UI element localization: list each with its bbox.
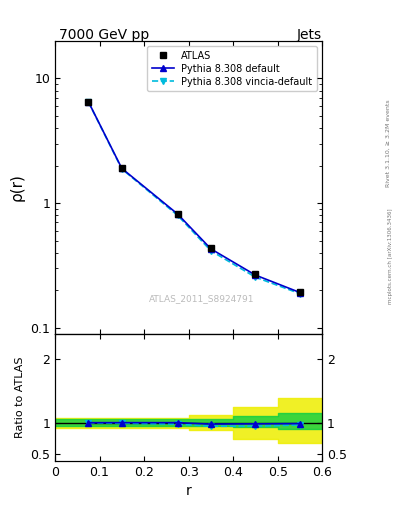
Text: Rivet 3.1.10, ≥ 3.2M events: Rivet 3.1.10, ≥ 3.2M events xyxy=(386,99,391,187)
Text: 7000 GeV pp: 7000 GeV pp xyxy=(59,28,149,42)
Y-axis label: ρ(r): ρ(r) xyxy=(10,174,25,201)
Legend: ATLAS, Pythia 8.308 default, Pythia 8.308 vincia-default: ATLAS, Pythia 8.308 default, Pythia 8.30… xyxy=(147,46,318,91)
Text: ATLAS_2011_S8924791: ATLAS_2011_S8924791 xyxy=(149,294,255,303)
Text: mcplots.cern.ch [arXiv:1306.3436]: mcplots.cern.ch [arXiv:1306.3436] xyxy=(387,208,393,304)
X-axis label: r: r xyxy=(186,484,191,498)
Text: Jets: Jets xyxy=(297,28,322,42)
Y-axis label: Ratio to ATLAS: Ratio to ATLAS xyxy=(15,356,25,438)
